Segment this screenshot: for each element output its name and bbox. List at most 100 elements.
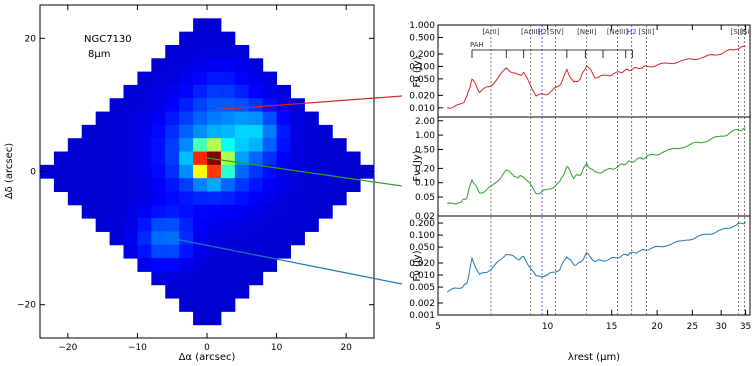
heatmap-subtitle: 8µm — [88, 49, 110, 60]
heatmap-x-tick-label: −10 — [128, 343, 147, 353]
heatmap-cell — [234, 164, 250, 179]
heatmap-cell — [248, 138, 264, 153]
heatmap-cell — [165, 71, 180, 86]
heatmap-cell — [53, 164, 69, 179]
heatmap-cell — [290, 191, 305, 206]
heatmap-cell — [109, 138, 124, 153]
line-marker-label: [Si — [740, 28, 749, 36]
heatmap-cell — [109, 151, 124, 166]
line-marker-label: [NeIII] — [607, 28, 628, 36]
heatmap-cell — [151, 84, 166, 99]
heatmap-cell — [332, 138, 347, 153]
heatmap-cell — [220, 258, 236, 272]
heatmap-cell — [262, 231, 278, 246]
heatmap-cell — [95, 111, 111, 126]
heatmap-cell — [179, 271, 194, 286]
heatmap-cell — [193, 178, 208, 192]
heatmap-cell — [207, 204, 222, 219]
heatmap-cell — [109, 111, 124, 126]
heatmap-cell — [193, 244, 208, 259]
pah-marker: PAH — [470, 41, 633, 58]
heatmap-cell — [220, 111, 236, 126]
heatmap-cell — [53, 151, 69, 166]
heatmap-cell — [276, 111, 291, 126]
heatmap-cell — [234, 231, 250, 246]
heatmap-cell — [262, 178, 278, 192]
heatmap-cell — [179, 298, 194, 312]
heatmap-cell — [193, 284, 208, 299]
spectra-panels: [ArII] [ArIII]H2 [SIV] [NeII] [NeIII]H2 [SIII… — [409, 21, 751, 363]
heatmap-cell — [123, 138, 138, 153]
heatmap-y-tick-label: 20 — [25, 34, 37, 44]
heatmap-cell — [179, 204, 194, 219]
heatmap-cell — [193, 151, 208, 166]
heatmap-cell — [346, 164, 361, 179]
heatmap-cell — [207, 298, 222, 312]
heatmap-cell — [318, 138, 333, 153]
heatmap-cell — [234, 71, 250, 86]
spectrum-panel-top — [437, 24, 751, 118]
heatmap-cell — [137, 218, 152, 232]
heatmap-cell — [207, 218, 222, 232]
heatmap-cell — [207, 31, 222, 46]
heatmap-cell — [179, 138, 194, 153]
heatmap-cell — [123, 231, 138, 246]
heatmap-cell — [318, 204, 333, 219]
heatmap-cell — [262, 258, 278, 272]
heatmap-cell — [165, 111, 180, 126]
heatmap-cell — [193, 124, 208, 139]
spectrum-x-tick-label: 10 — [542, 322, 554, 332]
spectrum-y-tick-label: 0.010 — [409, 104, 435, 114]
heatmap-cell — [304, 151, 319, 166]
heatmap-cell — [137, 204, 152, 219]
spectrum-panel-bottom — [437, 215, 751, 316]
heatmap-cell — [193, 164, 208, 179]
heatmap-cell — [290, 231, 305, 246]
heatmap-cell — [290, 138, 305, 153]
heatmap-cell — [207, 244, 222, 259]
spectrum-y-tick-label: 0.002 — [409, 299, 435, 309]
heatmap-cell — [40, 164, 55, 179]
heatmap-cell — [151, 138, 166, 153]
heatmap-cell — [193, 111, 208, 126]
heatmap-cell — [220, 271, 236, 286]
heatmap-cell — [220, 231, 236, 246]
heatmap-cell — [123, 178, 138, 192]
heatmap-cell — [276, 138, 291, 153]
heatmap-cell — [165, 58, 180, 73]
heatmap-cell — [179, 31, 194, 46]
spectrum-y-tick-label: 1.000 — [409, 21, 435, 31]
heatmap-cell — [179, 111, 194, 126]
heatmap-cell — [207, 84, 222, 99]
heatmap-cell — [234, 191, 250, 206]
heatmap-cell — [220, 151, 236, 166]
heatmap-cell — [234, 178, 250, 192]
heatmap-cell — [220, 164, 236, 179]
heatmap-cell — [123, 204, 138, 219]
heatmap-cell — [304, 111, 319, 126]
connector-green — [206, 157, 403, 187]
heatmap-cell — [220, 178, 236, 192]
heatmap-cell — [151, 71, 166, 86]
heatmap-cell — [262, 191, 278, 206]
line-marker-label: H2 — [537, 28, 547, 36]
heatmap-cell — [165, 258, 180, 272]
heatmap-cell — [53, 178, 69, 192]
spectrum-top-y-label: Fν (Jy) — [412, 56, 423, 87]
heatmap-cell — [193, 258, 208, 272]
line-markers: [ArII] [ArIII]H2 [SIV] [NeII] [NeIII]H2 [SIII… — [482, 25, 749, 315]
spectrum-y-tick-label: 0.020 — [409, 91, 435, 101]
heatmap-cell — [165, 244, 180, 259]
heatmap-cell — [304, 124, 319, 139]
heatmap-cell — [220, 44, 236, 59]
heatmap-cell — [234, 204, 250, 219]
heatmap-cell — [332, 164, 347, 179]
heatmap-cell — [360, 164, 375, 179]
heatmap-cell — [234, 244, 250, 259]
heatmap-cell — [95, 218, 111, 232]
heatmap-cell — [137, 258, 152, 272]
heatmap-cell — [248, 244, 264, 259]
heatmap-cell — [67, 191, 83, 206]
heatmap-cell — [276, 124, 291, 139]
heatmap-cell — [123, 244, 138, 259]
